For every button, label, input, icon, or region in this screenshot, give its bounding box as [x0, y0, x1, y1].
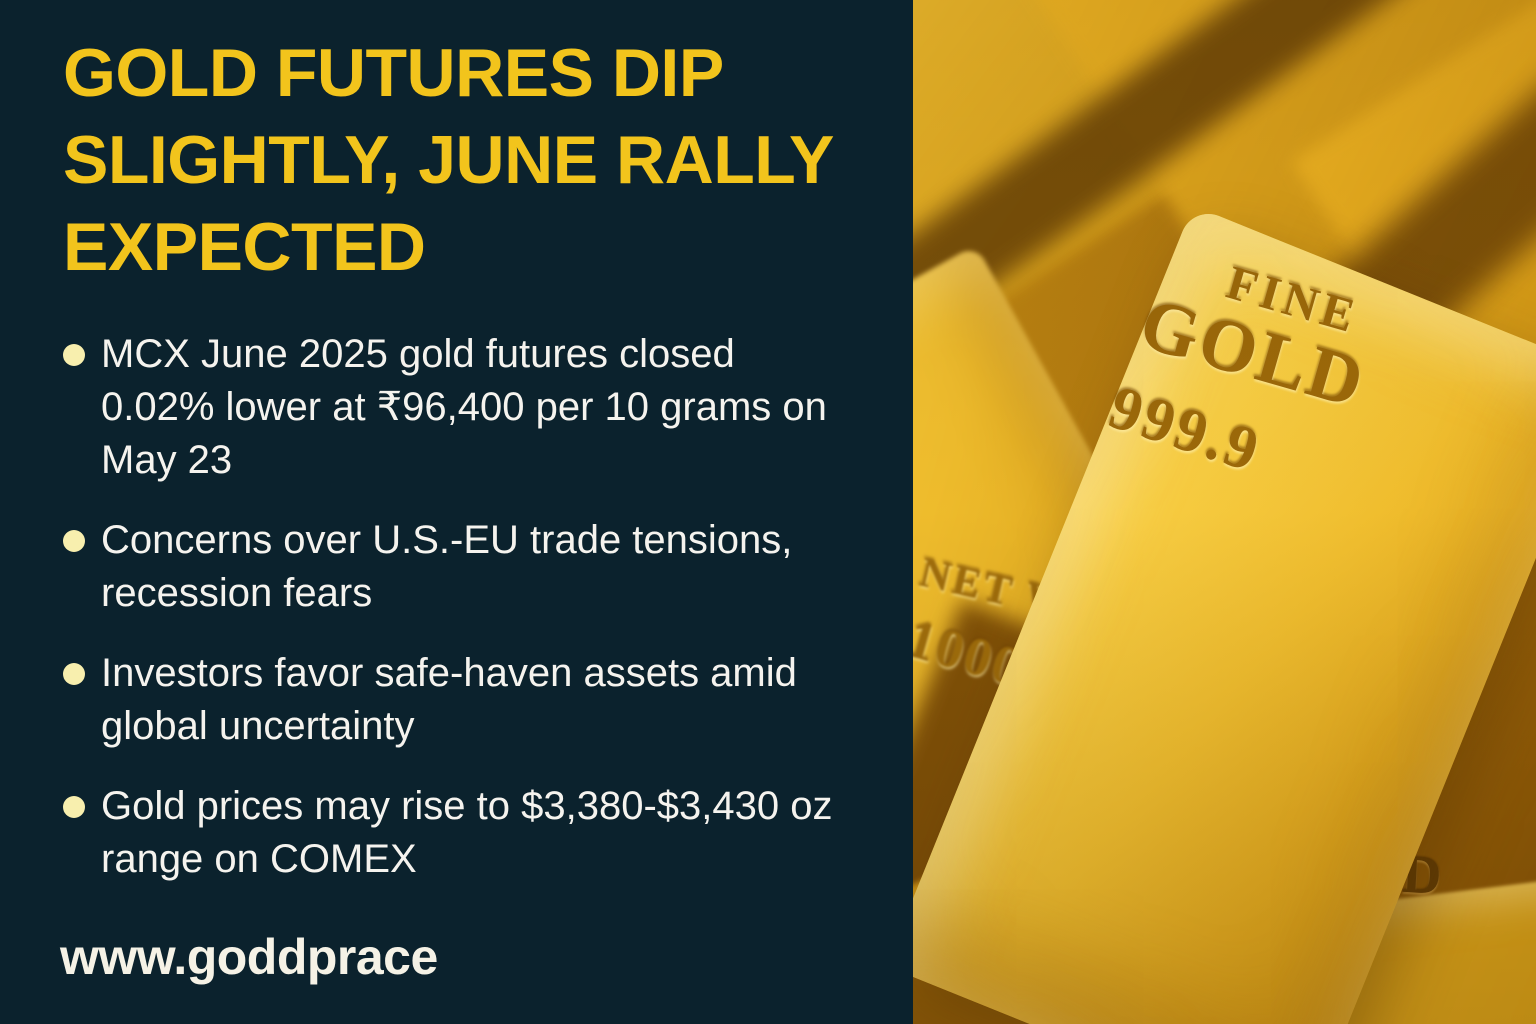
headline-line-3: EXPECTED	[63, 209, 426, 285]
bullet-dot	[63, 796, 85, 818]
bullet-text: Gold prices may rise to $3,380-$3,430 oz…	[101, 784, 833, 881]
gold-bars-photo: NET WT 1000g GOLD NET WT 0000 FINE GOLD …	[913, 0, 1536, 1024]
text-panel: GOLD FUTURES DIP SLIGHTLY, JUNE RALLY EX…	[60, 30, 883, 985]
bullet-dot	[63, 344, 85, 366]
bullet-text: MCX June 2025 gold futures closed 0.02% …	[101, 332, 827, 482]
bullet-dot	[63, 663, 85, 685]
bullet-item: Gold prices may rise to $3,380-$3,430 oz…	[63, 780, 863, 886]
headline: GOLD FUTURES DIP SLIGHTLY, JUNE RALLY EX…	[63, 30, 883, 291]
headline-line-1: GOLD FUTURES DIP	[63, 35, 724, 111]
website-text: www.goddprace	[60, 929, 438, 985]
bullet-dot	[63, 530, 85, 552]
bullet-list: MCX June 2025 gold futures closed 0.02% …	[63, 328, 863, 913]
bullet-item: Concerns over U.S.-EU trade tensions, re…	[63, 514, 863, 620]
bullet-text: Investors favor safe-haven assets amid g…	[101, 651, 797, 748]
headline-line-2: SLIGHTLY, JUNE RALLY	[63, 122, 834, 198]
bullet-item: MCX June 2025 gold futures closed 0.02% …	[63, 328, 863, 487]
bullet-text: Concerns over U.S.-EU trade tensions, re…	[101, 518, 793, 615]
bullet-item: Investors favor safe-haven assets amid g…	[63, 647, 863, 753]
